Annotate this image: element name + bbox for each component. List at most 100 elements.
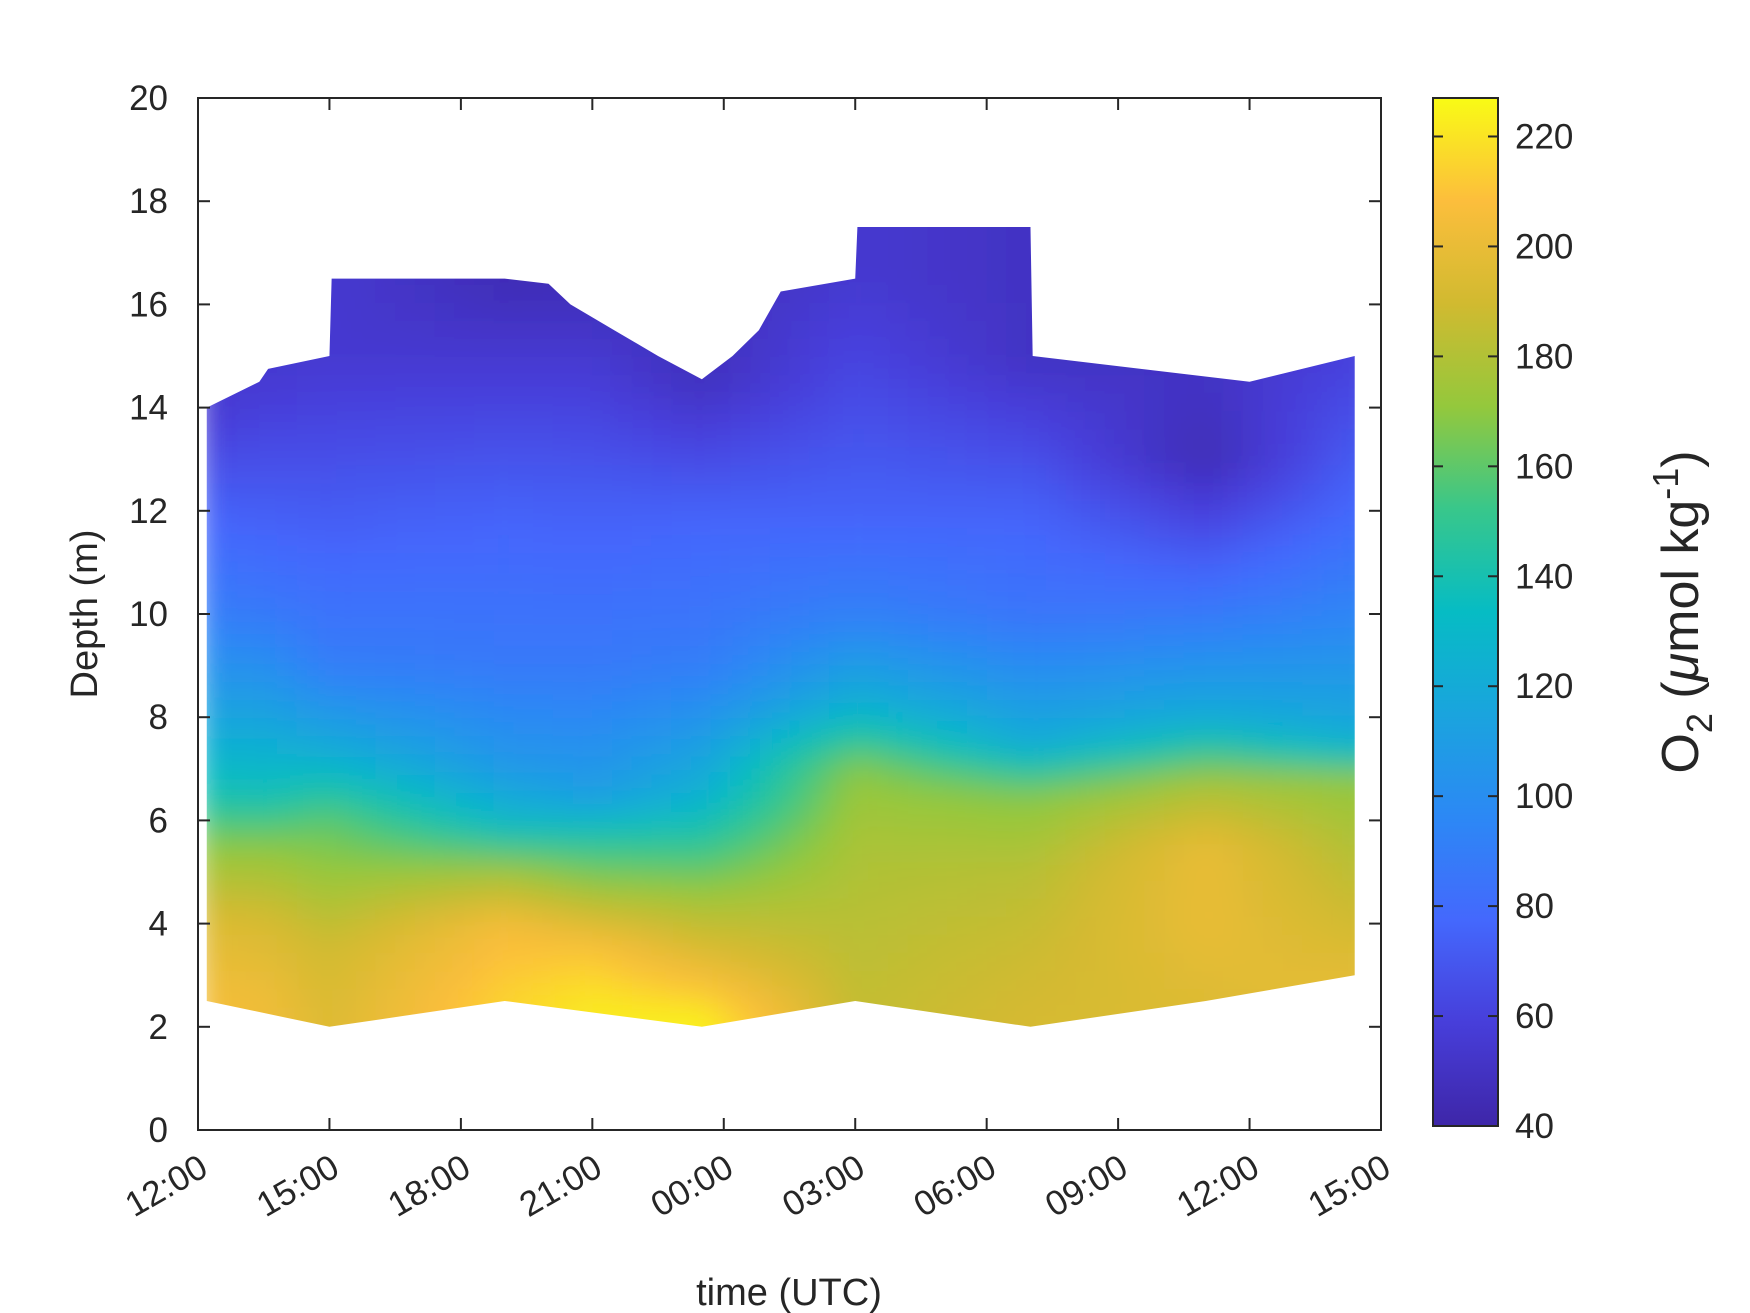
- heatmap-cell: [276, 518, 298, 538]
- heatmap-cell: [848, 626, 870, 646]
- heatmap-cell: [1164, 608, 1185, 628]
- heatmap-cell: [552, 988, 574, 1008]
- heatmap-cell: [690, 753, 712, 773]
- heatmap-cell: [631, 861, 653, 881]
- heatmap-cell: [206, 572, 219, 592]
- heatmap-cell: [1065, 572, 1087, 592]
- heatmap-cell: [572, 951, 594, 972]
- heatmap-cell: [631, 663, 653, 683]
- heatmap-cell: [690, 536, 712, 556]
- heatmap-cell: [809, 789, 830, 809]
- heatmap-cell: [206, 500, 219, 520]
- heatmap-cell: [789, 374, 811, 394]
- heatmap-cell: [1124, 717, 1146, 737]
- heatmap-cell: [533, 554, 554, 574]
- heatmap-cell: [1006, 554, 1028, 574]
- heatmap-cell: [454, 879, 476, 899]
- heatmap-cell: [296, 951, 318, 972]
- heatmap-cell: [1183, 735, 1205, 755]
- heatmap-cell: [671, 897, 692, 917]
- heatmap-cell: [868, 301, 890, 321]
- heatmap-cell: [986, 897, 1008, 917]
- heatmap-cell: [552, 915, 574, 935]
- heatmap-cell: [789, 464, 811, 484]
- heatmap-cell: [533, 337, 554, 357]
- heatmap-cell: [1124, 572, 1146, 592]
- heatmap-cell: [237, 536, 259, 556]
- heatmap-cell: [848, 464, 870, 484]
- heatmap-cell: [237, 554, 259, 574]
- heatmap-cell: [947, 229, 968, 249]
- heatmap-cell: [336, 807, 357, 827]
- heatmap-cell: [513, 970, 535, 990]
- heatmap-cell: [809, 319, 830, 339]
- heatmap-cell: [868, 753, 890, 773]
- heatmap-cell: [828, 554, 850, 574]
- heatmap-cell: [947, 699, 968, 719]
- heatmap-cell: [592, 807, 614, 827]
- heatmap-cell: [888, 482, 909, 502]
- heatmap-cell: [336, 608, 357, 628]
- heatmap-cell: [1321, 644, 1343, 665]
- heatmap-cell: [730, 843, 752, 863]
- heatmap-cell: [612, 861, 633, 881]
- heatmap-cell: [434, 464, 456, 484]
- heatmap-cell: [631, 356, 653, 376]
- heatmap-cell: [947, 283, 968, 303]
- heatmap-cell: [1065, 951, 1087, 972]
- heatmap-cell: [592, 464, 614, 484]
- heatmap-cell: [217, 843, 239, 863]
- heatmap-cell: [631, 482, 653, 502]
- heatmap-cell: [206, 789, 219, 809]
- x-tick-label: 06:00: [907, 1147, 1002, 1225]
- heatmap-cell: [1006, 897, 1028, 917]
- heatmap-cell: [750, 807, 771, 827]
- heatmap-cell: [375, 699, 397, 719]
- heatmap-cell: [592, 392, 614, 412]
- heatmap-cell: [1242, 572, 1264, 592]
- heatmap-cell: [888, 681, 909, 701]
- heatmap-cell: [237, 988, 259, 1008]
- heatmap-cell: [513, 825, 535, 845]
- heatmap-cell: [809, 554, 830, 574]
- heatmap-cell: [414, 482, 436, 502]
- heatmap-cell: [1341, 699, 1355, 719]
- heatmap-cell: [375, 663, 397, 683]
- heatmap-cell: [1223, 410, 1244, 430]
- heatmap-cell: [730, 428, 752, 448]
- heatmap-cell: [1104, 699, 1126, 719]
- heatmap-cell: [572, 446, 594, 466]
- heatmap-cell: [1282, 681, 1304, 701]
- heatmap-cell: [986, 374, 1008, 394]
- heatmap-cell: [710, 500, 732, 520]
- heatmap-cell: [769, 464, 791, 484]
- heatmap-cell: [986, 789, 1008, 809]
- heatmap-cell: [888, 283, 909, 303]
- heatmap-cell: [375, 608, 397, 628]
- heatmap-cell: [355, 951, 377, 972]
- heatmap-cell: [1144, 500, 1166, 520]
- heatmap-cell: [927, 410, 949, 430]
- heatmap-cell: [355, 988, 377, 1008]
- heatmap-cell: [789, 446, 811, 466]
- heatmap-cell: [1341, 356, 1355, 376]
- heatmap-cell: [1164, 663, 1185, 683]
- heatmap-cell: [1045, 374, 1067, 394]
- heatmap-cell: [1341, 500, 1355, 520]
- heatmap-cell: [888, 500, 909, 520]
- heatmap-cell: [1026, 970, 1047, 990]
- heatmap-cell: [1282, 410, 1304, 430]
- heatmap-cell: [355, 482, 377, 502]
- heatmap-cell: [513, 951, 535, 972]
- heatmap-cell: [336, 283, 357, 303]
- heatmap-cell: [769, 915, 791, 935]
- heatmap-cell: [809, 735, 830, 755]
- heatmap-cell: [868, 681, 890, 701]
- heatmap-cell: [1242, 879, 1264, 899]
- heatmap-cell: [1302, 518, 1323, 538]
- heatmap-cell: [1006, 590, 1028, 610]
- heatmap-cell: [789, 572, 811, 592]
- heatmap-cell: [206, 970, 219, 990]
- heatmap-cell: [907, 699, 929, 719]
